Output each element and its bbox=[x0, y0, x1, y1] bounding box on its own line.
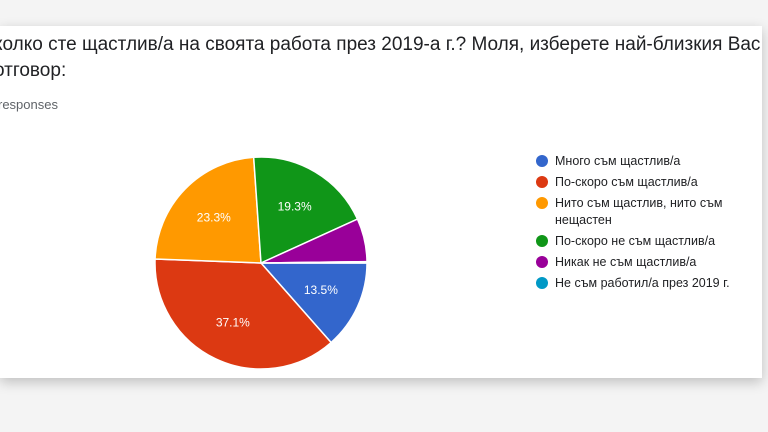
chart-card: колко сте щастлив/а на своята работа пре… bbox=[0, 26, 762, 378]
legend-item-2[interactable]: Нито съм щастлив, нито съм нещастен bbox=[536, 195, 762, 229]
legend-swatch-0 bbox=[536, 155, 548, 167]
legend-label-2: Нито съм щастлив, нито съм нещастен bbox=[555, 196, 723, 227]
pie-slice-label-1: 37.1% bbox=[216, 315, 250, 329]
legend-item-3[interactable]: По-скоро не съм щастлив/а bbox=[536, 233, 762, 250]
legend-label-0: Много съм щастлив/а bbox=[555, 154, 681, 168]
legend-label-1: По-скоро съм щастлив/а bbox=[555, 175, 698, 189]
pie-slice-label-0: 13.5% bbox=[304, 283, 338, 297]
legend-item-5[interactable]: Не съм работил/а през 2019 г. bbox=[536, 275, 762, 292]
pie-chart: 13.5% 37.1% 23.3% 19.3% bbox=[154, 156, 368, 370]
legend-item-0[interactable]: Много съм щастлив/а bbox=[536, 153, 762, 170]
pie-slice-2 bbox=[154, 156, 262, 264]
legend-swatch-2 bbox=[536, 197, 548, 209]
chart-title: колко сте щастлив/а на своята работа пре… bbox=[0, 34, 761, 81]
legend-item-4[interactable]: Никак не съм щастлив/а bbox=[536, 254, 762, 271]
pie-slice-0 bbox=[259, 262, 368, 344]
legend-swatch-5 bbox=[536, 277, 548, 289]
chart-legend: Много съм щастлив/а По-скоро съм щастлив/… bbox=[536, 153, 762, 296]
responses-label: responses bbox=[0, 97, 58, 112]
legend-label-5: Не съм работил/а през 2019 г. bbox=[555, 276, 730, 290]
pie-slice-label-3: 19.3% bbox=[278, 200, 312, 214]
legend-item-1[interactable]: По-скоро съм щастлив/а bbox=[536, 174, 762, 191]
pie-slice-3 bbox=[252, 156, 359, 265]
legend-swatch-3 bbox=[536, 235, 548, 247]
legend-swatch-1 bbox=[536, 176, 548, 188]
legend-label-3: По-скоро не съм щастлив/а bbox=[555, 234, 716, 248]
legend-label-4: Никак не съм щастлив/а bbox=[555, 255, 697, 269]
pie-slice-1 bbox=[154, 258, 333, 370]
pie-slice-5 bbox=[260, 260, 368, 264]
legend-swatch-4 bbox=[536, 256, 548, 268]
pie-slice-label-2: 23.3% bbox=[197, 210, 231, 224]
